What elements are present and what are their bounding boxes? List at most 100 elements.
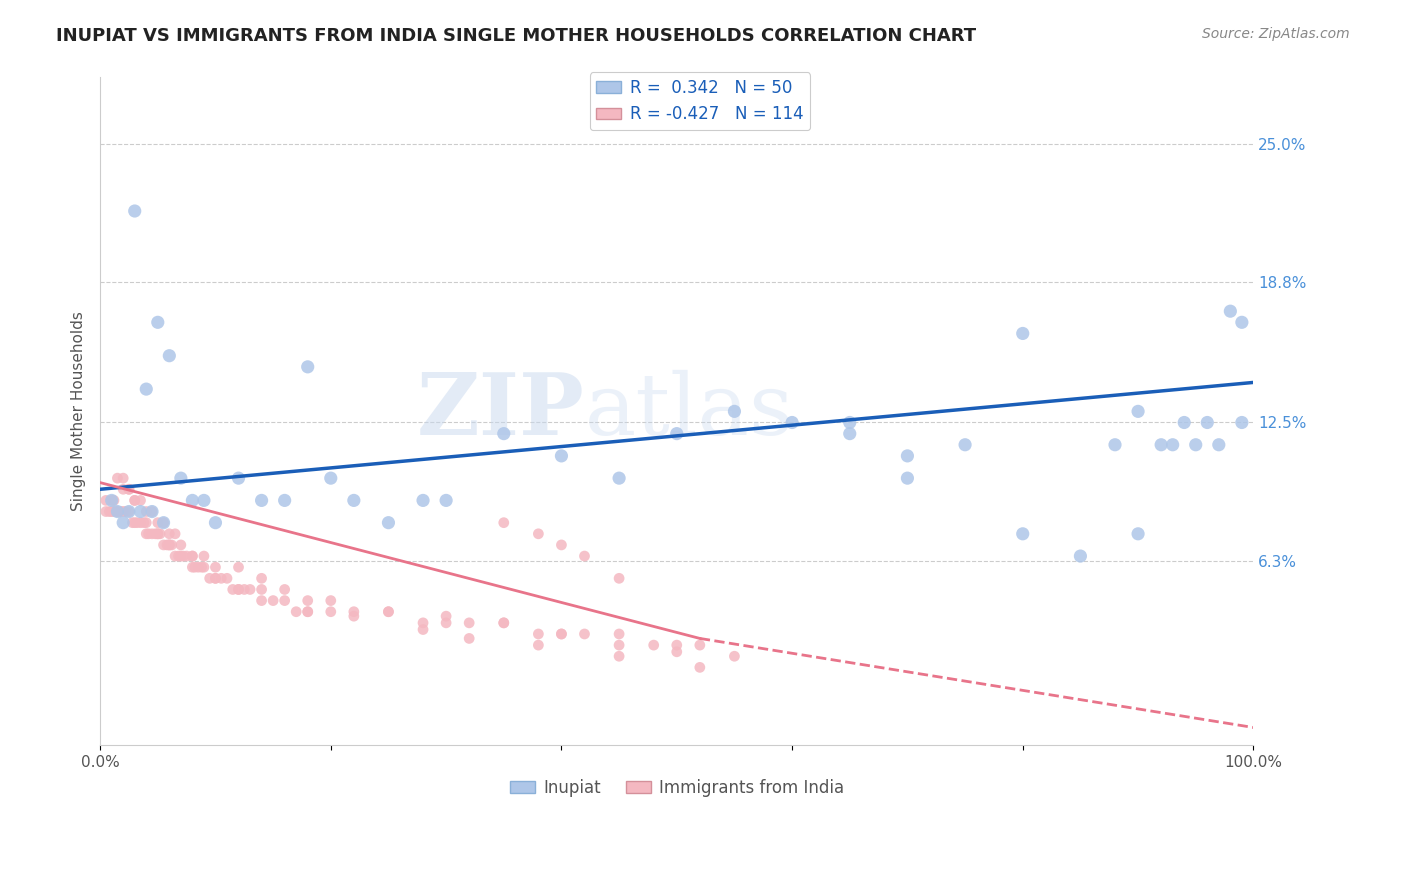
Point (146, 526, 169, 541)
Text: atlas: atlas (585, 370, 793, 453)
Point (319, 471, 342, 485)
Point (193, 560, 215, 574)
Point (124, 204, 146, 219)
Point (1173, 416, 1195, 430)
Point (1104, 438, 1126, 452)
Point (343, 605, 366, 619)
Point (107, 471, 129, 485)
Point (239, 582, 262, 597)
Point (129, 504, 152, 518)
Point (129, 493, 152, 508)
Point (165, 549, 187, 563)
Point (434, 615, 457, 630)
Point (607, 638, 630, 652)
Point (723, 649, 745, 664)
Point (297, 605, 319, 619)
Point (297, 359, 319, 374)
Point (250, 571, 273, 585)
Point (377, 605, 399, 619)
Text: Source: ZipAtlas.com: Source: ZipAtlas.com (1202, 27, 1350, 41)
Point (118, 504, 141, 518)
Point (141, 526, 163, 541)
Point (297, 593, 319, 607)
Point (118, 504, 141, 518)
Point (896, 471, 918, 485)
Point (124, 493, 146, 508)
Point (492, 615, 515, 630)
Point (176, 549, 198, 563)
Point (297, 605, 319, 619)
Point (458, 632, 481, 646)
Point (250, 593, 273, 607)
Point (250, 582, 273, 597)
Point (181, 493, 204, 508)
Point (1230, 416, 1253, 430)
Point (273, 493, 295, 508)
Point (157, 538, 180, 552)
Point (1230, 315, 1253, 329)
Point (643, 638, 665, 652)
Point (607, 649, 630, 664)
Point (412, 623, 434, 637)
Point (458, 615, 481, 630)
Point (228, 582, 250, 597)
Point (1011, 326, 1033, 341)
Point (146, 516, 169, 530)
Point (135, 516, 157, 530)
Point (896, 449, 918, 463)
Point (204, 516, 226, 530)
Point (319, 593, 342, 607)
Point (1126, 404, 1149, 418)
Point (607, 471, 630, 485)
Point (167, 549, 190, 563)
Point (193, 493, 215, 508)
Point (94, 493, 117, 508)
Point (193, 549, 215, 563)
Point (377, 605, 399, 619)
Point (149, 526, 172, 541)
Point (204, 571, 226, 585)
Point (527, 638, 550, 652)
Point (112, 516, 135, 530)
Point (135, 526, 157, 541)
Point (110, 504, 132, 518)
Point (228, 560, 250, 574)
Point (118, 483, 141, 497)
Point (319, 605, 342, 619)
Point (1184, 438, 1206, 452)
Point (183, 560, 205, 574)
Text: INUPIAT VS IMMIGRANTS FROM INDIA SINGLE MOTHER HOUSEHOLDS CORRELATION CHART: INUPIAT VS IMMIGRANTS FROM INDIA SINGLE … (56, 27, 976, 45)
Point (170, 549, 193, 563)
Point (94, 504, 117, 518)
Point (112, 483, 135, 497)
Point (204, 560, 226, 574)
Point (181, 549, 204, 563)
Point (157, 526, 180, 541)
Point (343, 609, 366, 624)
Point (135, 504, 157, 518)
Point (146, 315, 169, 329)
Point (492, 615, 515, 630)
Point (550, 627, 572, 641)
Point (412, 493, 434, 508)
Point (665, 645, 688, 659)
Point (98, 504, 121, 518)
Y-axis label: Single Mother Households: Single Mother Households (72, 311, 86, 511)
Point (343, 493, 366, 508)
Point (112, 471, 135, 485)
Point (107, 504, 129, 518)
Point (118, 483, 141, 497)
Point (100, 504, 122, 518)
Point (100, 493, 122, 508)
Point (550, 449, 572, 463)
Point (157, 349, 180, 363)
Point (1219, 304, 1241, 318)
Point (574, 549, 596, 563)
Point (838, 416, 860, 430)
Point (170, 538, 193, 552)
Point (233, 582, 256, 597)
Point (181, 549, 204, 563)
Point (181, 560, 204, 574)
Legend: Inupiat, Immigrants from India: Inupiat, Immigrants from India (503, 772, 851, 804)
Point (103, 504, 125, 518)
